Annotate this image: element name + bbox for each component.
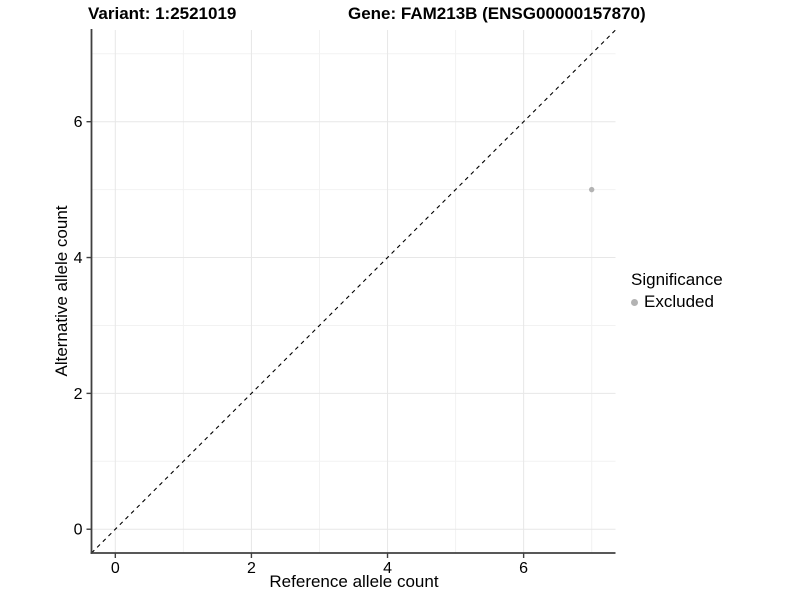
x-tick-label: 2 [247, 560, 256, 577]
x-tick-label: 0 [111, 560, 120, 577]
x-tick-label: 4 [383, 560, 392, 577]
y-axis-label: Alternative allele count [52, 205, 71, 377]
y-tick-label: 6 [74, 114, 83, 131]
y-tick-label: 2 [74, 386, 83, 403]
legend-title: Significance [631, 270, 723, 289]
data-point [588, 186, 595, 193]
identity-line [91, 29, 616, 554]
legend-entry: Excluded [631, 292, 723, 312]
y-tick-label: 0 [74, 522, 83, 539]
plot-title-gene: Gene: FAM213B (ENSG00000157870) [348, 4, 646, 23]
x-axis-label: Reference allele count [269, 572, 439, 591]
axis-lines [90, 29, 616, 554]
legend-entry-label: Excluded [644, 292, 714, 311]
data-points [588, 186, 595, 193]
x-tick-labels: 0 2 4 6 [111, 560, 528, 577]
major-gridlines [91, 30, 616, 553]
minor-gridlines [91, 30, 616, 553]
y-tick-labels: 0 2 4 6 [74, 114, 83, 539]
x-tick-label: 6 [519, 560, 528, 577]
y-tick-label: 4 [74, 250, 83, 267]
axis-ticks [86, 120, 525, 558]
legend-point-icon [631, 298, 638, 306]
legend: Significance Excluded [631, 270, 723, 312]
plot-title-variant: Variant: 1:2521019 [88, 4, 237, 23]
